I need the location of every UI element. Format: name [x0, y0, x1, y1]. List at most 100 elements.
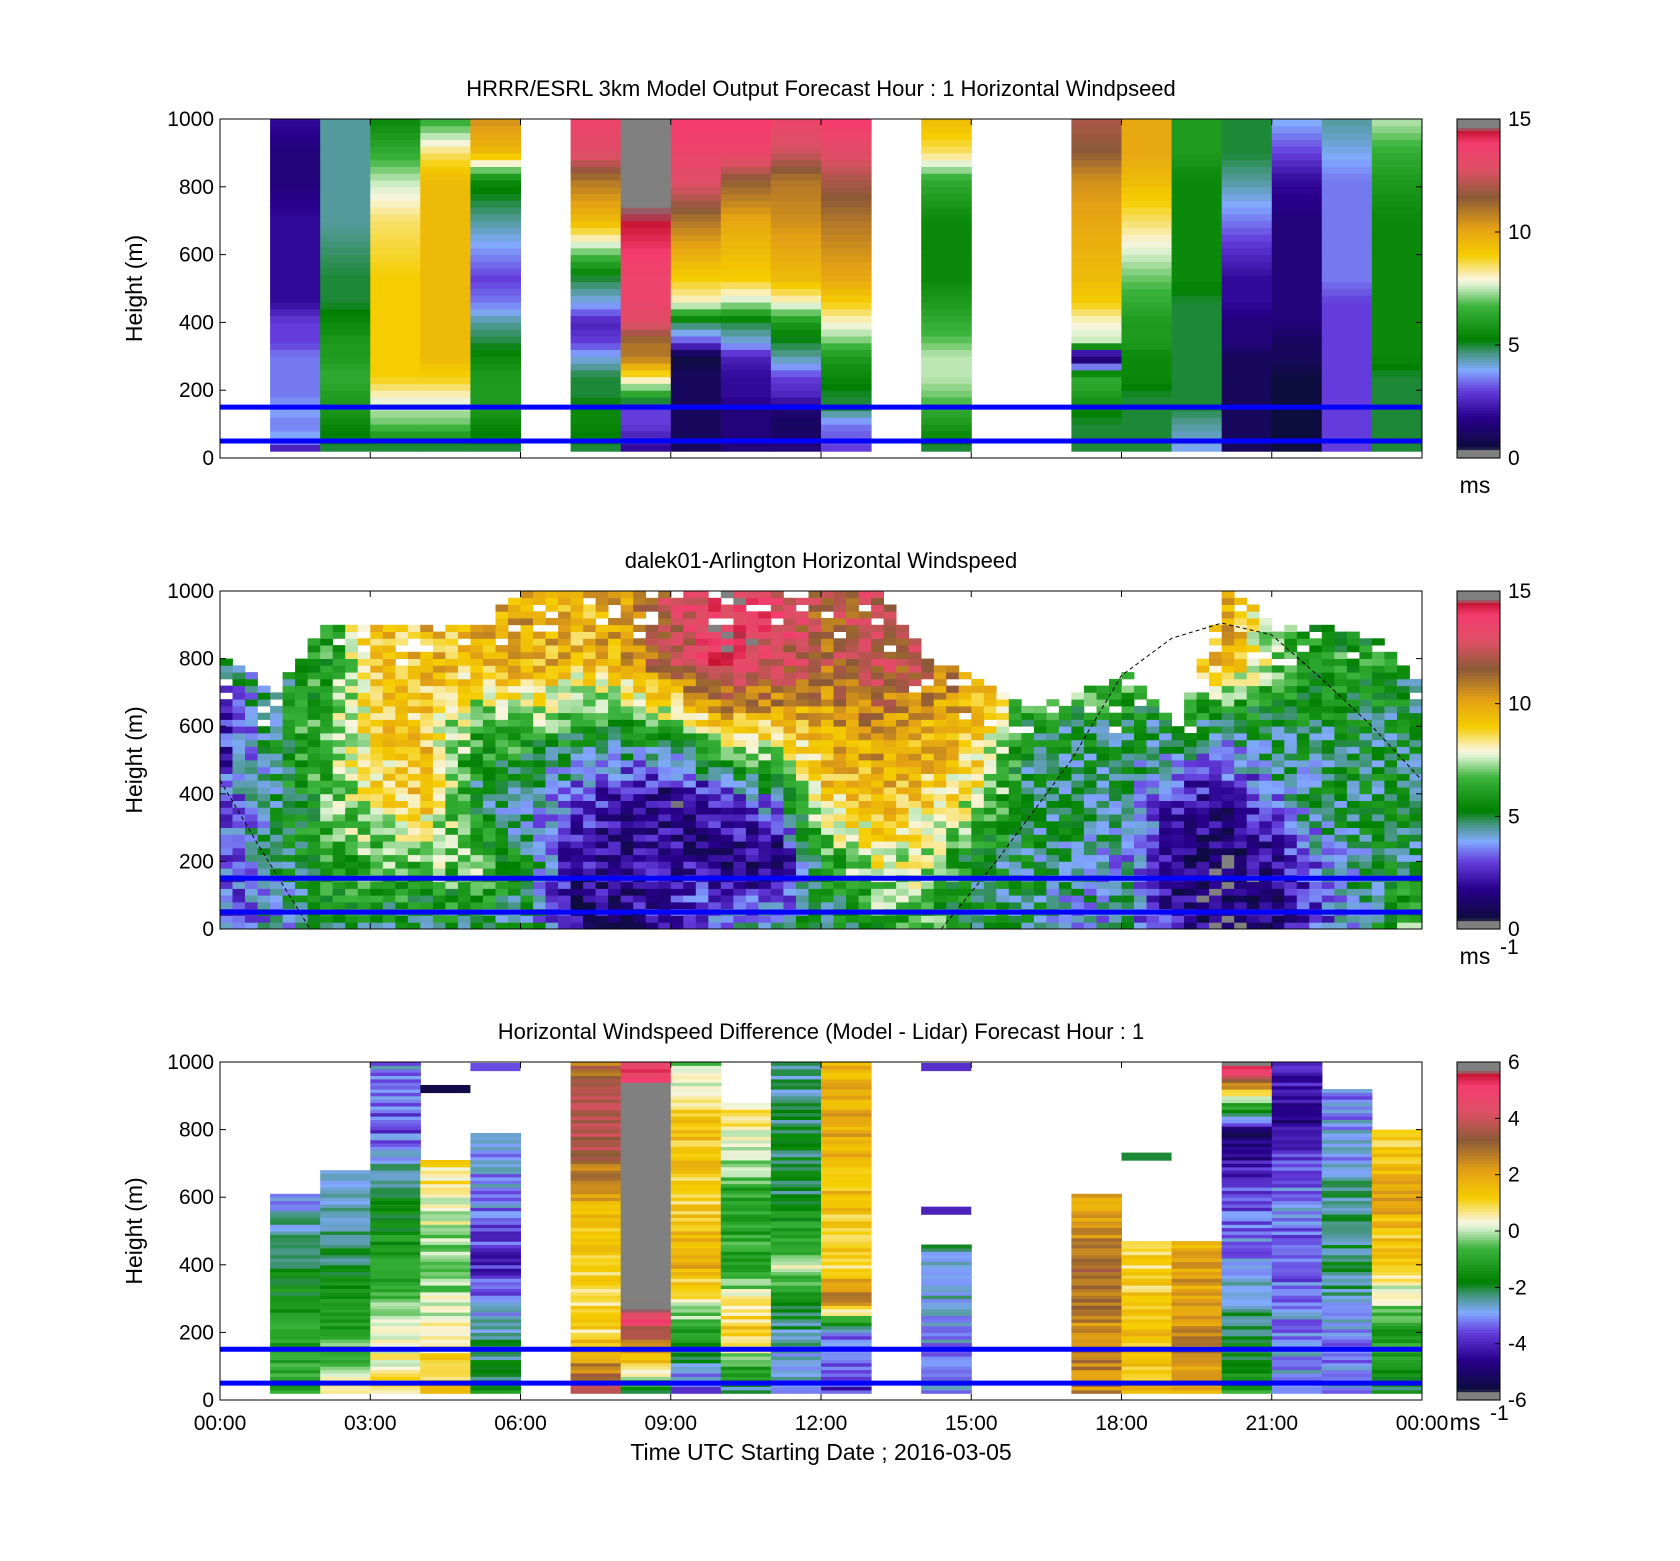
- colorbar-segment: [1457, 376, 1500, 380]
- heatmap-cell: [846, 827, 859, 835]
- heatmap-cell: [908, 915, 922, 923]
- heatmap-cell: [270, 125, 321, 134]
- heatmap-cell: [257, 692, 271, 700]
- heatmap-cell: [821, 213, 872, 222]
- heatmap-cell: [370, 180, 421, 188]
- heatmap-cell: [1121, 780, 1135, 788]
- heatmap-cell: [720, 888, 734, 896]
- heatmap-cell: [457, 753, 471, 761]
- heatmap-cell: [833, 780, 847, 788]
- heatmap-cell: [733, 618, 747, 626]
- heatmap-cell: [1121, 719, 1135, 727]
- heatmap-cell: [1196, 827, 1210, 835]
- heatmap-cell: [821, 180, 872, 188]
- heatmap-cell: [871, 665, 884, 673]
- heatmap-cell: [1296, 787, 1310, 795]
- heatmap-cell: [508, 766, 521, 774]
- heatmap-cell: [670, 369, 722, 378]
- heatmap-cell: [508, 868, 521, 876]
- heatmap-cell: [720, 739, 734, 747]
- heatmap-cell: [445, 922, 459, 930]
- heatmap-cell: [470, 726, 484, 734]
- heatmap-cell: [420, 820, 434, 828]
- heatmap-cell: [1296, 733, 1310, 741]
- heatmap-cell: [833, 902, 847, 910]
- heatmap-cell: [420, 895, 434, 903]
- heatmap-cell: [971, 922, 985, 930]
- heatmap-cell: [232, 787, 246, 795]
- heatmap-cell: [1284, 834, 1298, 842]
- colorbar-segment: [1457, 155, 1500, 160]
- heatmap-cell: [1134, 719, 1147, 727]
- heatmap-cell: [395, 705, 409, 714]
- colorbar-segment: [1457, 356, 1500, 360]
- heatmap-cell: [1121, 261, 1173, 269]
- heatmap-cell: [1321, 902, 1335, 910]
- heatmap-cell: [257, 760, 271, 768]
- heatmap-cell: [983, 760, 997, 768]
- heatmap-cell: [658, 624, 672, 632]
- heatmap-cell: [332, 895, 346, 903]
- heatmap-cell: [1046, 726, 1060, 734]
- heatmap-cell: [1171, 760, 1185, 768]
- heatmap-cell: [1271, 841, 1285, 849]
- heatmap-cell: [633, 793, 647, 801]
- heatmap-cell: [457, 692, 471, 700]
- heatmap-cell: [1171, 733, 1185, 741]
- heatmap-cell: [883, 868, 897, 876]
- heatmap-cell: [1221, 733, 1235, 741]
- heatmap-cell: [1008, 820, 1022, 828]
- heatmap-cell: [1171, 186, 1223, 195]
- heatmap-cell: [270, 753, 283, 761]
- heatmap-cell: [345, 881, 359, 889]
- heatmap-cell: [883, 881, 897, 889]
- heatmap-cell: [1096, 868, 1110, 876]
- heatmap-cell: [946, 712, 960, 720]
- heatmap-cell: [1159, 827, 1172, 835]
- heatmap-cell: [257, 793, 271, 801]
- heatmap-cell: [1246, 618, 1260, 626]
- heatmap-cell: [220, 665, 233, 673]
- heatmap-cell: [295, 739, 308, 747]
- heatmap-cell: [796, 793, 809, 801]
- heatmap-cell: [833, 705, 847, 714]
- heatmap-cell: [320, 139, 371, 147]
- heatmap-cell: [420, 241, 471, 249]
- heatmap-cell: [770, 430, 822, 439]
- heatmap-cell: [1159, 841, 1172, 849]
- heatmap-cell: [758, 854, 772, 862]
- heatmap-cell: [1184, 760, 1197, 768]
- heatmap-cell: [620, 363, 672, 371]
- heatmap-cell: [595, 820, 609, 828]
- heatmap-cell: [1246, 787, 1260, 795]
- heatmap-cell: [1309, 915, 1323, 923]
- colorbar-segment: [1457, 409, 1500, 414]
- heatmap-cell: [1321, 180, 1373, 188]
- heatmap-cell: [983, 685, 997, 693]
- heatmap-cell: [633, 604, 647, 612]
- heatmap-cell: [633, 780, 647, 788]
- heatmap-cell: [1171, 793, 1185, 801]
- heatmap-cell: [946, 854, 960, 862]
- heatmap-cell: [482, 793, 496, 801]
- heatmap-cell: [533, 651, 546, 659]
- heatmap-cell: [1033, 827, 1047, 835]
- heatmap-cell: [620, 726, 634, 734]
- heatmap-cell: [1309, 787, 1323, 795]
- heatmap-cell: [245, 760, 258, 768]
- heatmap-cell: [1021, 780, 1035, 788]
- heatmap-cell: [1008, 888, 1022, 896]
- heatmap-cell: [570, 125, 622, 134]
- heatmap-cell: [1334, 847, 1348, 856]
- heatmap-cell: [1071, 397, 1122, 405]
- heatmap-cell: [332, 861, 346, 869]
- heatmap-cell: [545, 888, 559, 896]
- heatmap-cell: [520, 604, 534, 612]
- heatmap-cell: [1083, 881, 1097, 889]
- heatmap-cell: [633, 665, 647, 673]
- heatmap-cell: [270, 915, 283, 923]
- heatmap-cell: [432, 847, 446, 856]
- heatmap-cell: [533, 793, 546, 801]
- heatmap-cell: [833, 665, 847, 673]
- heatmap-cell: [1071, 410, 1122, 418]
